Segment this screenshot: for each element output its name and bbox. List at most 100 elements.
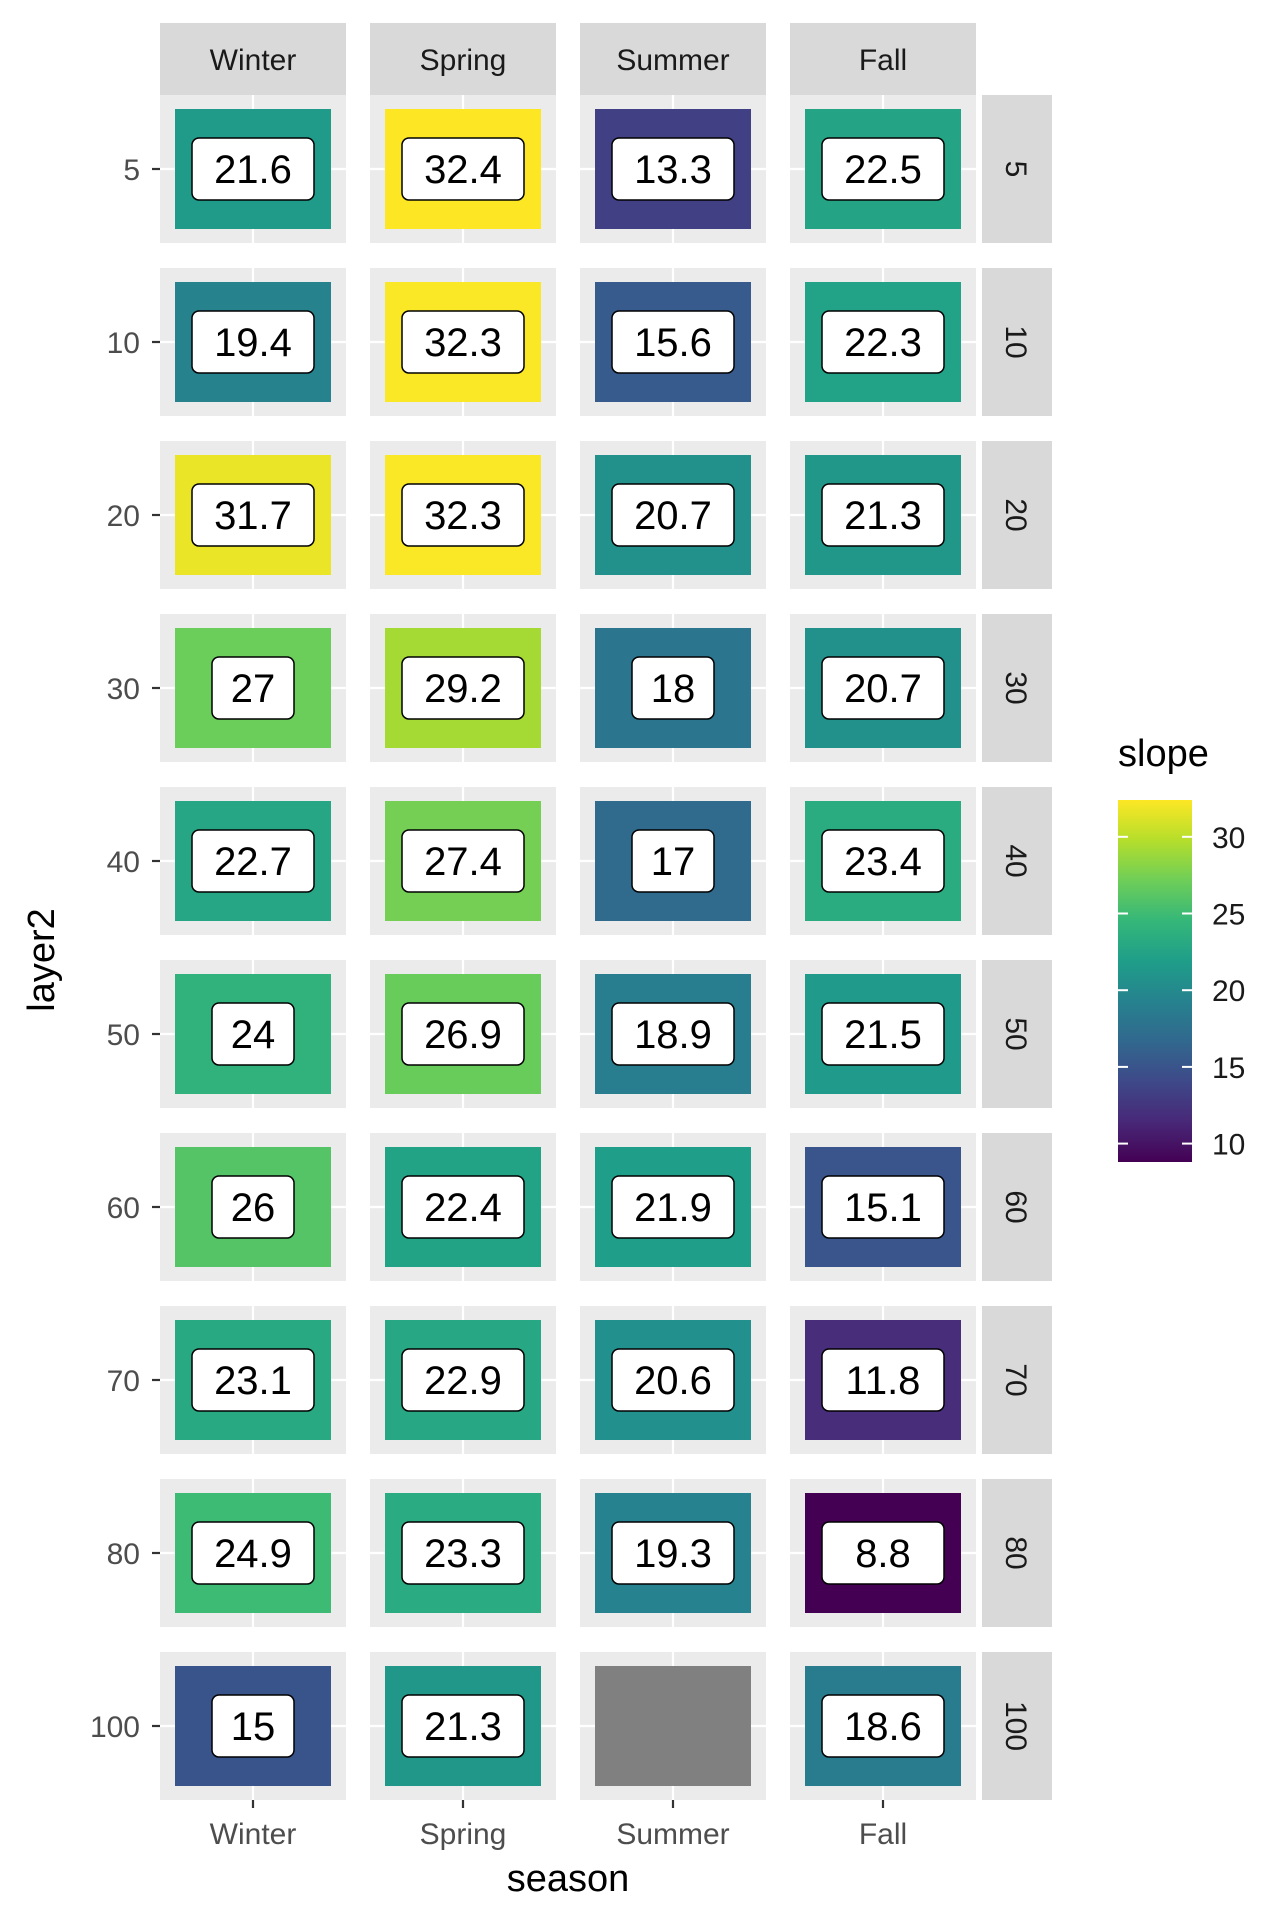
value-label: 32.4 [424, 148, 502, 192]
value-label-box [191, 483, 315, 547]
legend-ticks: 30 25 20 15 10 [1118, 822, 1245, 1162]
value-label-box [191, 137, 315, 201]
value-label-box [401, 656, 525, 720]
value-label-box [611, 1002, 735, 1066]
facet-panel: 22.9 [370, 1306, 556, 1454]
facet-panel: 21.9 [580, 1133, 766, 1281]
facet-panel: 21.3 [370, 1652, 556, 1800]
row-strip: 5 [982, 95, 1052, 243]
strip-background [982, 1652, 1052, 1800]
facet-panel: 15 [160, 1652, 346, 1800]
value-label-box [611, 137, 735, 201]
value-label: 26 [231, 1186, 276, 1230]
y-tick-label: 20 [107, 500, 140, 533]
column-strip: Fall [790, 23, 976, 95]
facet-panel: 15.6 [580, 268, 766, 416]
facet-panel: 29.2 [370, 614, 556, 762]
y-tick-label: 40 [107, 846, 140, 879]
strip-background [160, 23, 346, 95]
strip-background [982, 614, 1052, 762]
legend-title: slope [1118, 733, 1209, 775]
value-label: 17 [651, 840, 696, 884]
facet-panel: 27 [160, 614, 346, 762]
value-label: 20.7 [844, 667, 922, 711]
value-label: 21.9 [634, 1186, 712, 1230]
facet-panel: 20.6 [580, 1306, 766, 1454]
value-label-box [191, 1521, 315, 1585]
value-label-box [401, 1175, 525, 1239]
y-tick-label: 30 [107, 673, 140, 706]
row-strip-label: 10 [999, 325, 1032, 358]
column-strip-label: Fall [859, 44, 907, 77]
value-label-box [401, 310, 525, 374]
value-label-box [611, 483, 735, 547]
row-strip-label: 30 [999, 671, 1032, 704]
value-label: 21.6 [214, 148, 292, 192]
x-tick-label: Fall [859, 1818, 907, 1851]
value-label: 22.4 [424, 1186, 502, 1230]
row-strip-label: 100 [999, 1701, 1032, 1751]
value-label-box [611, 310, 735, 374]
facet-panel: 24 [160, 960, 346, 1108]
value-label-box [211, 656, 295, 720]
facet-panel: 26 [160, 1133, 346, 1281]
facet-panel: 22.7 [160, 787, 346, 935]
value-label: 32.3 [424, 494, 502, 538]
value-label-box [401, 1694, 525, 1758]
value-label: 19.3 [634, 1532, 712, 1576]
value-label-box [401, 137, 525, 201]
row-strip-label: 5 [999, 161, 1032, 178]
row-strip: 80 [982, 1479, 1052, 1627]
row-strip-label: 50 [999, 1017, 1032, 1050]
value-label: 20.6 [634, 1359, 712, 1403]
legend-tick-label: 15 [1212, 1052, 1245, 1085]
facet-panel: 31.7 [160, 441, 346, 589]
value-label-box [401, 1521, 525, 1585]
value-label: 27.4 [424, 840, 502, 884]
column-strip: Summer [580, 23, 766, 95]
strip-background [982, 1479, 1052, 1627]
y-tick-label: 10 [107, 327, 140, 360]
value-label-box [821, 1348, 945, 1412]
value-label: 15.6 [634, 321, 712, 365]
value-label-box [821, 1694, 945, 1758]
facet-panel: 8.8 [790, 1479, 976, 1627]
value-label: 23.1 [214, 1359, 292, 1403]
facet-panel: 18 [580, 614, 766, 762]
y-axis: 5 10 20 30 40 50 60 70 80 100 [90, 154, 160, 1744]
value-label-box [211, 1694, 295, 1758]
value-label: 21.3 [424, 1705, 502, 1749]
strip-background [982, 960, 1052, 1108]
legend-tick-label: 30 [1212, 822, 1245, 855]
value-label: 22.5 [844, 148, 922, 192]
strip-background [982, 1306, 1052, 1454]
value-label: 19.4 [214, 321, 292, 365]
value-label-box [611, 1348, 735, 1412]
legend-tick-label: 20 [1212, 975, 1245, 1008]
value-label: 13.3 [634, 148, 712, 192]
value-label-box [821, 1175, 945, 1239]
row-strip: 30 [982, 614, 1052, 762]
value-label: 18.6 [844, 1705, 922, 1749]
value-label-box [821, 310, 945, 374]
column-strip: Spring [370, 23, 556, 95]
column-strip-label: Winter [210, 44, 297, 77]
strip-background [982, 441, 1052, 589]
facet-panel: 24.9 [160, 1479, 346, 1627]
legend-tick-label: 25 [1212, 899, 1245, 932]
facet-panel: 22.5 [790, 95, 976, 243]
value-label-box [401, 483, 525, 547]
x-axis: Winter Spring Summer Fall [210, 1800, 907, 1851]
facet-panel: 32.4 [370, 95, 556, 243]
strip-background [580, 23, 766, 95]
facet-panel: 19.3 [580, 1479, 766, 1627]
value-label-box [401, 1348, 525, 1412]
facet-panel: 18.6 [790, 1652, 976, 1800]
value-label-box [611, 1521, 735, 1585]
row-strip: 40 [982, 787, 1052, 935]
value-label-box [821, 137, 945, 201]
row-strip-label: 40 [999, 844, 1032, 877]
row-strip-label: 60 [999, 1190, 1032, 1223]
facet-panel: 26.9 [370, 960, 556, 1108]
